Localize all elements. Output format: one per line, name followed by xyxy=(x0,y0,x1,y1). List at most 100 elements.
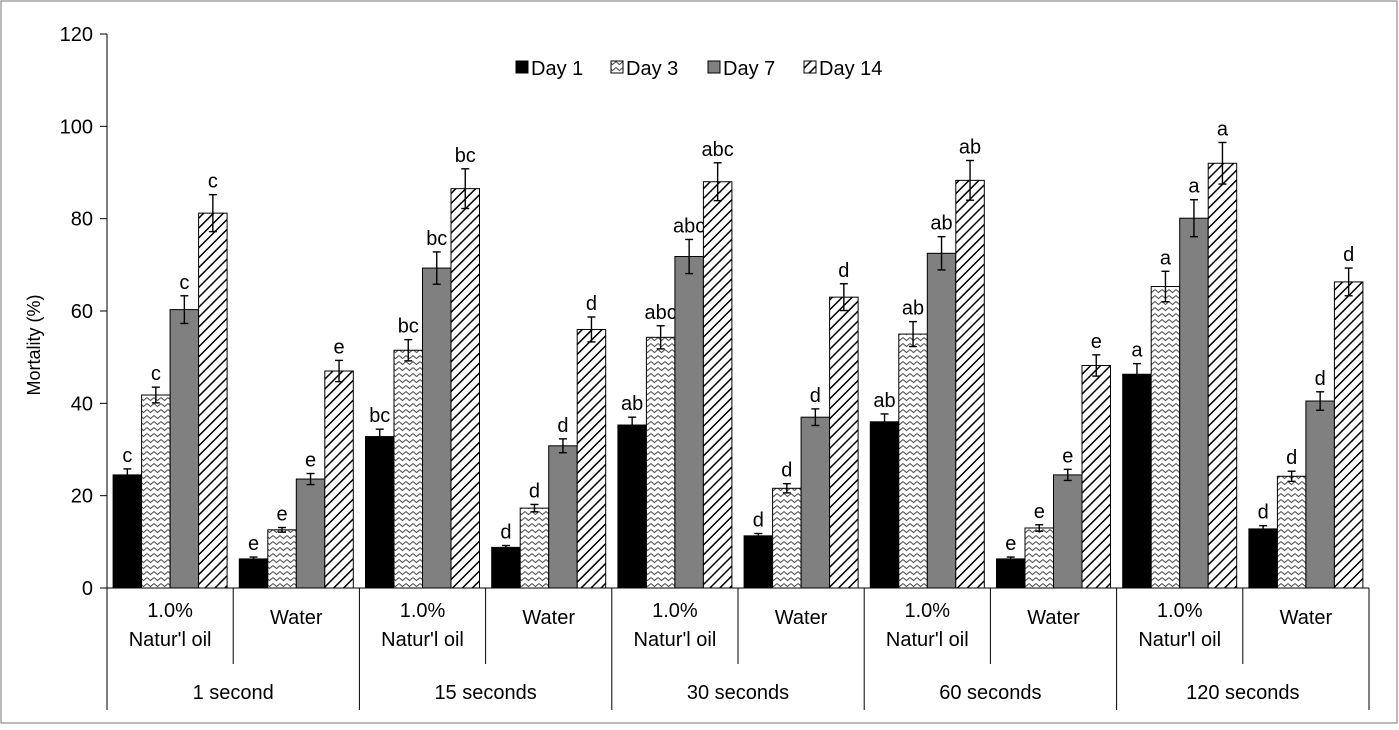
y-tick-label: 60 xyxy=(71,301,93,323)
significance-letter: d xyxy=(1315,368,1326,390)
bar xyxy=(617,424,647,589)
legend-label: Day 3 xyxy=(626,58,678,80)
significance-letter: abc xyxy=(702,139,734,161)
significance-letter: d xyxy=(529,480,540,502)
significance-letter: e xyxy=(1062,445,1073,467)
significance-letter: c xyxy=(179,272,189,294)
bar xyxy=(324,370,354,589)
bar xyxy=(450,188,480,589)
bar xyxy=(1305,400,1335,589)
significance-letter: e xyxy=(305,450,316,472)
bar xyxy=(238,558,269,589)
treatment-label: Natur'l oil xyxy=(1138,629,1221,651)
x-axis: 1.0% Natur'l oil Water 1.0% Natur'l oil Water… xyxy=(106,587,1370,710)
treatment-label: 1.0% xyxy=(1157,600,1203,622)
treatment-label: Water xyxy=(522,607,575,629)
significance-letter: a xyxy=(1217,118,1229,140)
bar xyxy=(1207,162,1238,589)
legend-label: Day 14 xyxy=(819,58,882,80)
bar xyxy=(674,256,704,589)
bar xyxy=(1053,474,1083,589)
significance-letter: d xyxy=(557,415,568,437)
significance-letter: c xyxy=(122,445,132,467)
y-tick-label: 20 xyxy=(71,486,93,508)
legend-label: Day 1 xyxy=(531,58,583,80)
significance-letter: d xyxy=(500,522,511,544)
significance-letter: e xyxy=(333,336,344,358)
legend-swatch xyxy=(803,60,817,74)
significance-letter: e xyxy=(1005,533,1016,555)
significance-letter: d xyxy=(810,385,821,407)
series-day-1: c e bc d ab d ab e a d xyxy=(112,340,1278,589)
significance-letter: bc xyxy=(398,316,419,338)
significance-letter: d xyxy=(838,260,849,282)
legend-swatch xyxy=(610,60,624,74)
significance-letter: e xyxy=(1091,331,1102,353)
bar xyxy=(772,487,802,589)
y-axis: 0 20 40 60 80 100 120 xyxy=(60,24,108,600)
significance-letter: bc xyxy=(426,228,447,250)
time-group-label: 120 seconds xyxy=(1186,682,1299,704)
time-group-label: 60 seconds xyxy=(939,682,1041,704)
significance-letter: ab xyxy=(873,390,895,412)
y-tick-label: 40 xyxy=(71,393,93,415)
y-tick-label: 80 xyxy=(71,209,93,231)
treatment-label: Water xyxy=(775,607,828,629)
legend-item-day-14: Day 14 xyxy=(803,58,882,80)
significance-letter: a xyxy=(1188,176,1200,198)
bar xyxy=(141,394,171,589)
significance-letter: d xyxy=(781,460,792,482)
bar xyxy=(996,558,1026,589)
treatment-label: Natur'l oil xyxy=(886,629,969,651)
significance-letter: e xyxy=(248,533,259,555)
legend-item-day-7: Day 7 xyxy=(707,58,775,80)
bar xyxy=(422,267,452,589)
legend-item-day-1: Day 1 xyxy=(515,58,583,80)
significance-letter: d xyxy=(1343,244,1354,266)
bar xyxy=(393,349,423,589)
bar xyxy=(1276,475,1307,589)
significance-letter: bc xyxy=(369,405,390,427)
time-group-label: 30 seconds xyxy=(687,682,789,704)
time-group-label: 1 second xyxy=(193,682,274,704)
significance-letter: e xyxy=(1034,501,1045,523)
treatment-label: Natur'l oil xyxy=(634,629,717,651)
significance-letter: c xyxy=(208,171,218,193)
bar xyxy=(365,436,395,589)
legend-label: Day 7 xyxy=(723,58,775,80)
treatment-label: Natur'l oil xyxy=(381,629,464,651)
bars: cebcdabdabeadcebcdabcdabeadcebcdabcdabea… xyxy=(112,118,1364,589)
bar xyxy=(1150,286,1181,589)
treatment-label: Water xyxy=(270,607,323,629)
treatment-label: Water xyxy=(1027,607,1080,629)
bar xyxy=(1179,217,1209,589)
legend-swatch xyxy=(707,60,721,74)
treatment-label: 1.0% xyxy=(905,600,951,622)
significance-letter: d xyxy=(1286,447,1297,469)
significance-letter: ab xyxy=(959,136,981,158)
significance-letter: a xyxy=(1160,247,1172,269)
bar xyxy=(491,546,521,589)
significance-letter: d xyxy=(753,510,764,532)
y-tick-label: 100 xyxy=(60,116,93,138)
bar xyxy=(829,296,859,589)
significance-letter: ab xyxy=(621,393,643,415)
bar xyxy=(645,336,676,589)
significance-letter: abc xyxy=(673,215,705,237)
significance-letter: e xyxy=(276,504,287,526)
bar xyxy=(1081,364,1111,589)
bar xyxy=(702,181,733,589)
bar xyxy=(198,212,228,589)
y-tick-label: 120 xyxy=(60,24,93,46)
bar xyxy=(1248,528,1278,589)
series-day-3: c e bc d abc d ab e a d xyxy=(141,247,1307,589)
bar xyxy=(955,179,985,589)
significance-letter: abc xyxy=(645,302,677,324)
significance-letter: bc xyxy=(455,145,476,167)
legend-item-day-3: Day 3 xyxy=(610,58,678,80)
significance-letter: d xyxy=(1258,502,1269,524)
